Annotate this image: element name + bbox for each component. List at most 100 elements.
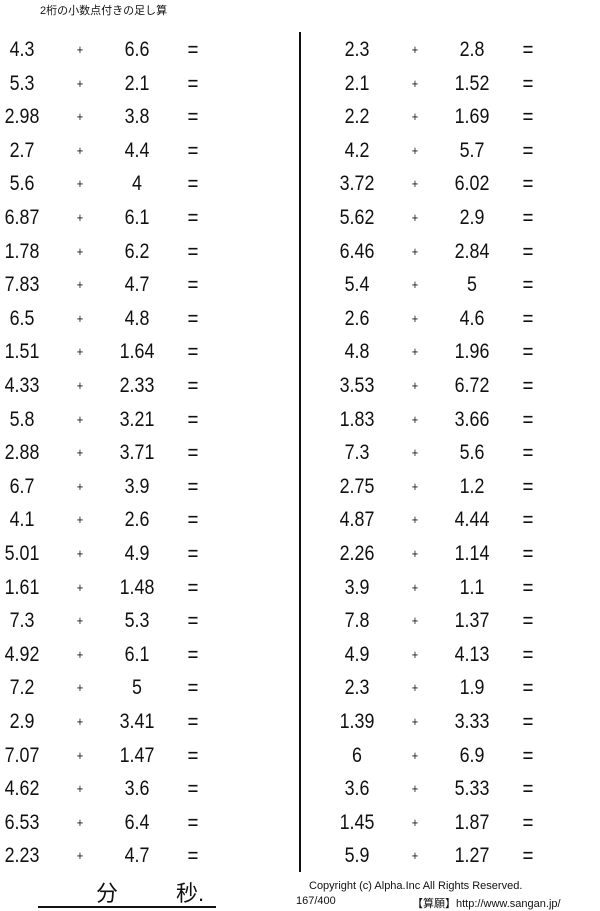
addend-2: 1.27 xyxy=(454,844,490,868)
plus-sign: + xyxy=(76,781,84,797)
plus-sign: + xyxy=(76,243,84,259)
addend-1: 7.83 xyxy=(4,273,40,297)
plus-sign: + xyxy=(76,277,84,293)
plus-sign: + xyxy=(76,142,84,158)
problem-row: 7.3 +5.6 = xyxy=(335,438,600,468)
problem-row: 5.6 +4 = xyxy=(0,169,290,199)
addend-2: 6.72 xyxy=(454,374,490,397)
plus-sign: + xyxy=(76,613,84,629)
equals-sign: = xyxy=(522,809,534,835)
equals-sign: = xyxy=(187,641,199,667)
problem-row: 4.1 +2.6 = xyxy=(0,505,290,535)
addend-2: 4.13 xyxy=(454,642,490,666)
equals-sign: = xyxy=(522,406,534,432)
addend-1: 7.3 xyxy=(9,609,35,633)
addend-2: 1.69 xyxy=(454,105,490,129)
seconds-label: 秒. xyxy=(176,881,205,906)
problem-row: 4.2 +5.7 = xyxy=(335,136,600,166)
plus-sign: + xyxy=(411,42,419,57)
plus-sign: + xyxy=(76,714,84,729)
addend-1: 6.87 xyxy=(4,206,40,229)
addend-1: 2.7 xyxy=(9,138,35,162)
plus-sign: + xyxy=(76,109,84,125)
addend-1: 4.62 xyxy=(4,777,40,801)
plus-sign: + xyxy=(411,277,419,293)
plus-sign: + xyxy=(411,445,419,461)
addend-2: 1.96 xyxy=(454,340,490,364)
addend-2: 6.1 xyxy=(124,642,150,666)
equals-sign: = xyxy=(187,473,199,499)
addend-1: 4.2 xyxy=(344,138,370,162)
addend-2: 2.9 xyxy=(459,206,485,229)
addend-2: 4.7 xyxy=(124,273,150,297)
equals-sign: = xyxy=(522,843,534,869)
problem-row: 2.75 +1.2 = xyxy=(335,472,600,502)
plus-sign: + xyxy=(411,310,419,326)
plus-sign: + xyxy=(411,176,419,192)
plus-sign: + xyxy=(411,210,419,225)
equals-sign: = xyxy=(522,440,534,466)
equals-sign: = xyxy=(522,171,534,197)
plus-sign: + xyxy=(411,243,419,259)
addend-1: 1.78 xyxy=(4,239,40,263)
equals-sign: = xyxy=(522,137,534,163)
addend-2: 2.1 xyxy=(124,71,150,95)
addend-1: 5.4 xyxy=(344,273,370,297)
problem-row: 4.33 +2.33 = xyxy=(0,371,290,401)
equals-sign: = xyxy=(187,507,199,533)
problem-row: 3.6 +5.33 = xyxy=(335,774,600,804)
problem-row: 2.3 +1.9 = xyxy=(335,673,600,703)
addend-1: 4.33 xyxy=(4,374,40,397)
equals-sign: = xyxy=(187,171,199,197)
addend-2: 6.4 xyxy=(124,810,150,834)
addend-1: 2.2 xyxy=(344,105,370,129)
equals-sign: = xyxy=(522,776,534,802)
problem-row: 5.3 +2.1 = xyxy=(0,69,290,99)
problem-row: 1.83 +3.66 = xyxy=(335,405,600,435)
equals-sign: = xyxy=(187,373,199,398)
problem-row: 1.45 +1.87 = xyxy=(335,808,600,838)
addend-1: 4.9 xyxy=(344,642,370,666)
addend-2: 6.1 xyxy=(124,206,150,229)
addend-1: 2.1 xyxy=(344,71,370,95)
addend-2: 1.48 xyxy=(119,575,155,599)
addend-2: 1.14 xyxy=(454,542,490,565)
equals-sign: = xyxy=(522,70,534,96)
equals-sign: = xyxy=(522,541,534,566)
problem-row: 2.7 +4.4 = xyxy=(0,136,290,166)
plus-sign: + xyxy=(411,747,419,763)
plus-sign: + xyxy=(411,142,419,158)
problem-row: 6.53 +6.4 = xyxy=(0,808,290,838)
plus-sign: + xyxy=(76,75,84,91)
addend-1: 2.3 xyxy=(344,676,370,700)
time-record-line: 分 秒. xyxy=(38,876,216,908)
addend-2: 2.84 xyxy=(454,239,490,263)
problem-row: 4.9 +4.13 = xyxy=(335,640,600,670)
problem-row: 4.8 +1.96 = xyxy=(335,337,600,367)
problem-row: 7.2 +5 = xyxy=(0,673,290,703)
addend-2: 1.2 xyxy=(459,474,485,498)
plus-sign: + xyxy=(411,378,419,393)
equals-sign: = xyxy=(187,776,199,802)
addend-1: 4.1 xyxy=(9,508,35,532)
equals-sign: = xyxy=(522,37,534,62)
equals-sign: = xyxy=(187,574,199,600)
plus-sign: + xyxy=(76,310,84,326)
problem-row: 3.9 +1.1 = xyxy=(335,573,600,603)
problem-row: 1.51 +1.64 = xyxy=(0,337,290,367)
equals-sign: = xyxy=(522,473,534,499)
equals-sign: = xyxy=(187,205,199,230)
problem-row: 1.61 +1.48 = xyxy=(0,573,290,603)
plus-sign: + xyxy=(76,42,84,57)
plus-sign: + xyxy=(411,613,419,629)
addend-1: 5.9 xyxy=(344,844,370,868)
plus-sign: + xyxy=(411,848,419,864)
addend-2: 2.8 xyxy=(459,38,485,61)
equals-sign: = xyxy=(187,70,199,96)
problem-row: 7.07 +1.47 = xyxy=(0,741,290,771)
addend-1: 6.7 xyxy=(9,474,35,498)
addend-1: 2.88 xyxy=(4,441,40,465)
addend-2: 3.9 xyxy=(124,474,150,498)
addend-1: 6.5 xyxy=(9,306,35,330)
addend-1: 1.45 xyxy=(339,810,375,834)
